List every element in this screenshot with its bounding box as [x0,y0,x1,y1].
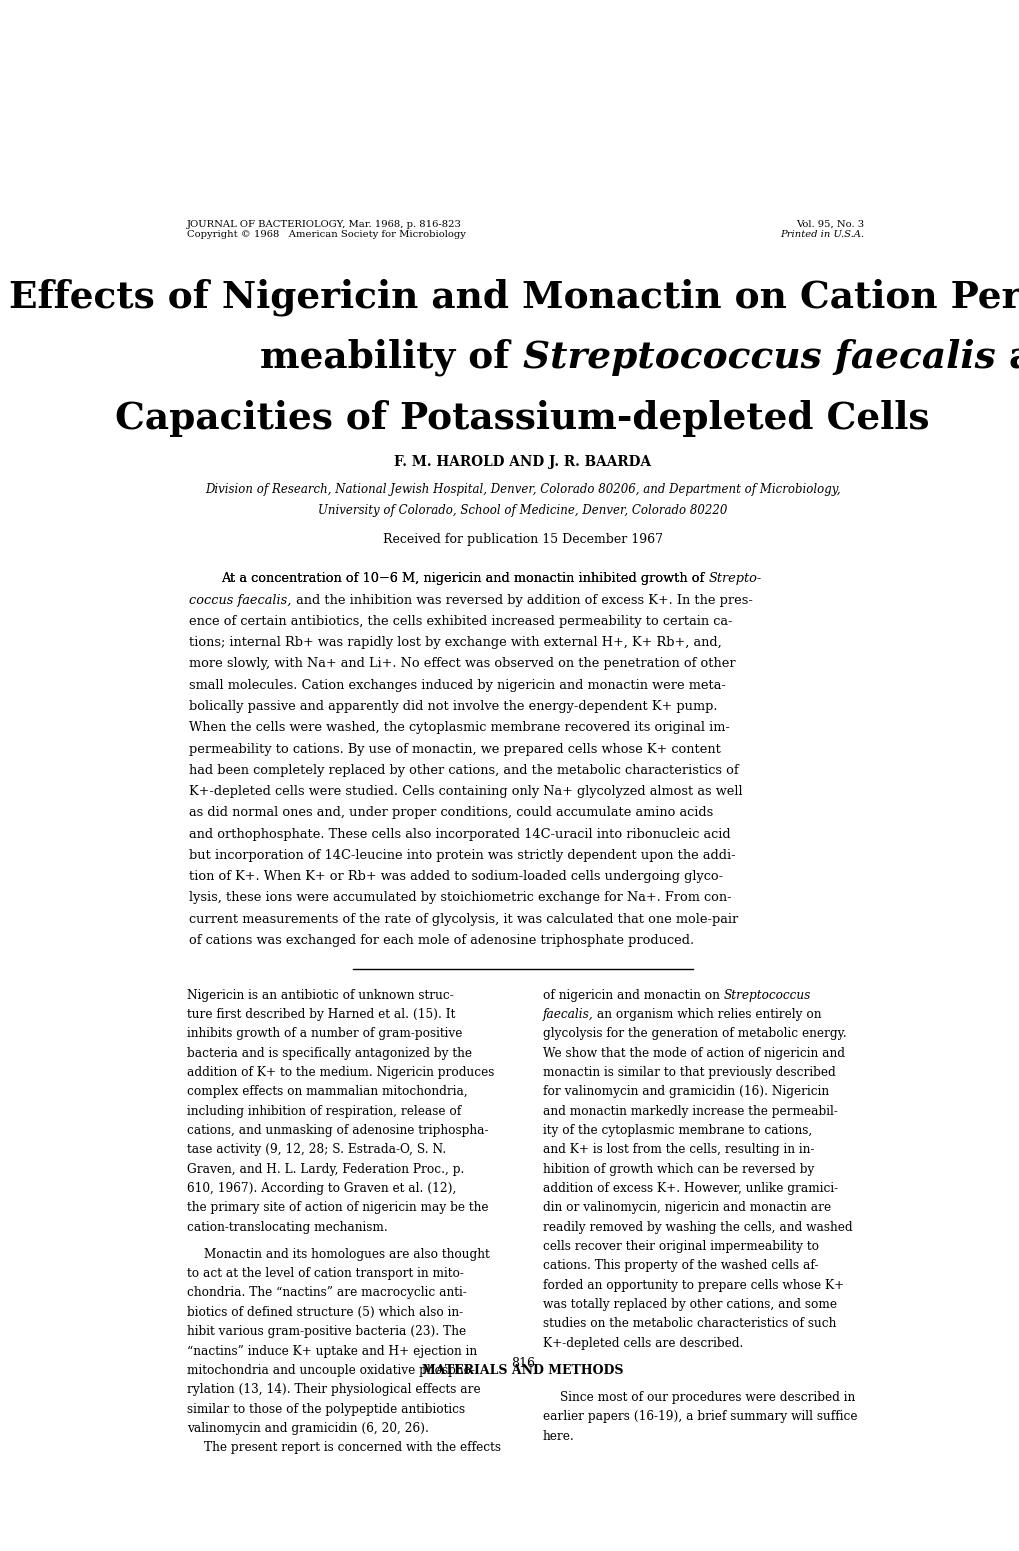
Text: and monactin markedly increase the permeabil-: and monactin markedly increase the perme… [542,1104,837,1118]
Text: permeability to cations. By use of monactin, we prepared cells whose K+ content: permeability to cations. By use of monac… [189,743,720,755]
Text: When the cells were washed, the cytoplasmic membrane recovered its original im-: When the cells were washed, the cytoplas… [189,721,730,734]
Text: Effects of Nigericin and Monactin on Cation Per-: Effects of Nigericin and Monactin on Cat… [9,278,1019,315]
Text: readily removed by washing the cells, and washed: readily removed by washing the cells, an… [542,1221,851,1233]
Text: The present report is concerned with the effects: The present report is concerned with the… [204,1441,500,1455]
Text: cations. This property of the washed cells af-: cations. This property of the washed cel… [542,1259,817,1272]
Text: and Metabolic: and Metabolic [995,340,1019,375]
Text: “nactins” induce K+ uptake and H+ ejection in: “nactins” induce K+ uptake and H+ ejecti… [186,1345,477,1357]
Text: ture first described by Harned et al. (15). It: ture first described by Harned et al. (1… [186,1008,454,1021]
Text: similar to those of the polypeptide antibiotics: similar to those of the polypeptide anti… [186,1402,465,1416]
Text: forded an opportunity to prepare cells whose K+: forded an opportunity to prepare cells w… [542,1278,843,1292]
Text: current measurements of the rate of glycolysis, it was calculated that one mole-: current measurements of the rate of glyc… [189,912,738,926]
Text: 816: 816 [511,1357,534,1370]
Text: Streptococcus: Streptococcus [722,988,810,1002]
Text: earlier papers (16-19), a brief summary will suffice: earlier papers (16-19), a brief summary … [542,1410,856,1424]
Text: Monactin and its homologues are also thought: Monactin and its homologues are also tho… [204,1249,489,1261]
Text: ence of certain antibiotics, the cells exhibited increased permeability to certa: ence of certain antibiotics, the cells e… [189,616,732,628]
Text: Division of Research, National Jewish Hospital, Denver, Colorado 80206, and Depa: Division of Research, National Jewish Ho… [205,484,840,496]
Text: inhibits growth of a number of gram-positive: inhibits growth of a number of gram-posi… [186,1027,462,1041]
Text: of nigericin and monactin on: of nigericin and monactin on [542,988,722,1002]
Text: meability of: meability of [260,340,522,377]
Text: lysis, these ions were accumulated by stoichiometric exchange for Na+. From con-: lysis, these ions were accumulated by st… [189,892,731,904]
Text: valinomycin and gramicidin (6, 20, 26).: valinomycin and gramicidin (6, 20, 26). [186,1422,428,1435]
Text: coccus faecalis,: coccus faecalis, [189,594,291,606]
Text: was totally replaced by other cations, and some: was totally replaced by other cations, a… [542,1298,836,1311]
Text: K+-depleted cells are described.: K+-depleted cells are described. [542,1337,742,1349]
Text: studies on the metabolic characteristics of such: studies on the metabolic characteristics… [542,1317,835,1331]
Text: tions; internal Rb+ was rapidly lost by exchange with external H+, K+ Rb+, and,: tions; internal Rb+ was rapidly lost by … [189,636,721,650]
Text: At a concentration of 10−6 M, nigericin and monactin inhibited growth of: At a concentration of 10−6 M, nigericin … [220,572,707,585]
Text: mitochondria and uncouple oxidative phospho-: mitochondria and uncouple oxidative phos… [186,1363,474,1377]
Text: cells recover their original impermeability to: cells recover their original impermeabil… [542,1241,817,1253]
Text: biotics of defined structure (5) which also in-: biotics of defined structure (5) which a… [186,1306,463,1318]
Text: glycolysis for the generation of metabolic energy.: glycolysis for the generation of metabol… [542,1027,846,1041]
Text: small molecules. Cation exchanges induced by nigericin and monactin were meta-: small molecules. Cation exchanges induce… [189,679,726,692]
Text: bacteria and is specifically antagonized by the: bacteria and is specifically antagonized… [186,1047,472,1059]
Text: tion of K+. When K+ or Rb+ was added to sodium-loaded cells undergoing glyco-: tion of K+. When K+ or Rb+ was added to … [189,870,722,883]
Text: Graven, and H. L. Lardy, Federation Proc., p.: Graven, and H. L. Lardy, Federation Proc… [186,1163,464,1176]
Text: At a concentration of 10−6 M, nigericin and monactin inhibited growth of: At a concentration of 10−6 M, nigericin … [220,572,707,585]
Text: We show that the mode of action of nigericin and: We show that the mode of action of niger… [542,1047,844,1059]
Text: F. M. HAROLD AND J. R. BAARDA: F. M. HAROLD AND J. R. BAARDA [393,454,651,468]
Text: addition of excess K+. However, unlike gramici-: addition of excess K+. However, unlike g… [542,1182,837,1194]
Text: more slowly, with Na+ and Li+. No effect was observed on the penetration of othe: more slowly, with Na+ and Li+. No effect… [189,658,735,670]
Text: Printed in U.S.A.: Printed in U.S.A. [780,230,863,239]
Text: and K+ is lost from the cells, resulting in in-: and K+ is lost from the cells, resulting… [542,1143,813,1157]
Text: JOURNAL OF BACTERIOLOGY, Mar. 1968, p. 816-823: JOURNAL OF BACTERIOLOGY, Mar. 1968, p. 8… [186,220,462,230]
Text: monactin is similar to that previously described: monactin is similar to that previously d… [542,1066,835,1079]
Text: and orthophosphate. These cells also incorporated 14C-uracil into ribonucleic ac: and orthophosphate. These cells also inc… [189,828,730,841]
Text: rylation (13, 14). Their physiological effects are: rylation (13, 14). Their physiological e… [186,1383,480,1396]
Text: here.: here. [542,1430,574,1442]
Text: Nigericin is an antibiotic of unknown struc-: Nigericin is an antibiotic of unknown st… [186,988,453,1002]
Text: Capacities of Potassium-depleted Cells: Capacities of Potassium-depleted Cells [115,400,929,437]
Text: of cations was exchanged for each mole of adenosine triphosphate produced.: of cations was exchanged for each mole o… [189,934,694,946]
Text: an organism which relies entirely on: an organism which relies entirely on [593,1008,821,1021]
Text: hibition of growth which can be reversed by: hibition of growth which can be reversed… [542,1163,813,1176]
Text: to act at the level of cation transport in mito-: to act at the level of cation transport … [186,1267,464,1280]
Text: Received for publication 15 December 1967: Received for publication 15 December 196… [382,534,662,546]
Text: Since most of our procedures were described in: Since most of our procedures were descri… [559,1391,854,1404]
Text: ity of the cytoplasmic membrane to cations,: ity of the cytoplasmic membrane to catio… [542,1124,811,1137]
Text: Streptococcus faecalis: Streptococcus faecalis [522,340,995,375]
Text: the primary site of action of nigericin may be the: the primary site of action of nigericin … [186,1202,488,1214]
Text: Strepto-: Strepto- [707,572,760,585]
Text: but incorporation of 14C-leucine into protein was strictly dependent upon the ad: but incorporation of 14C-leucine into pr… [189,848,735,862]
Text: Copyright © 1968   American Society for Microbiology: Copyright © 1968 American Society for Mi… [186,230,466,239]
Text: tase activity (9, 12, 28; S. Estrada-O, S. N.: tase activity (9, 12, 28; S. Estrada-O, … [186,1143,445,1157]
Text: including inhibition of respiration, release of: including inhibition of respiration, rel… [186,1104,461,1118]
Text: Vol. 95, No. 3: Vol. 95, No. 3 [796,220,863,230]
Text: as did normal ones and, under proper conditions, could accumulate amino acids: as did normal ones and, under proper con… [189,807,712,819]
Text: faecalis,: faecalis, [542,1008,593,1021]
Text: MATERIALS AND METHODS: MATERIALS AND METHODS [422,1363,623,1377]
Text: had been completely replaced by other cations, and the metabolic characteristics: had been completely replaced by other ca… [189,763,738,777]
Text: University of Colorado, School of Medicine, Denver, Colorado 80220: University of Colorado, School of Medici… [318,504,727,518]
Text: hibit various gram-positive bacteria (23). The: hibit various gram-positive bacteria (23… [186,1325,466,1339]
Text: K+-depleted cells were studied. Cells containing only Na+ glycolyzed almost as w: K+-depleted cells were studied. Cells co… [189,785,742,799]
Text: cations, and unmasking of adenosine triphospha-: cations, and unmasking of adenosine trip… [186,1124,488,1137]
Text: din or valinomycin, nigericin and monactin are: din or valinomycin, nigericin and monact… [542,1202,829,1214]
Text: bolically passive and apparently did not involve the energy-dependent K+ pump.: bolically passive and apparently did not… [189,700,717,713]
Text: cation-translocating mechanism.: cation-translocating mechanism. [186,1221,387,1233]
Text: and the inhibition was reversed by addition of excess K+. In the pres-: and the inhibition was reversed by addit… [291,594,752,606]
Text: complex effects on mammalian mitochondria,: complex effects on mammalian mitochondri… [186,1086,467,1098]
Text: 610, 1967). According to Graven et al. (12),: 610, 1967). According to Graven et al. (… [186,1182,455,1194]
Text: for valinomycin and gramicidin (16). Nigericin: for valinomycin and gramicidin (16). Nig… [542,1086,827,1098]
Text: addition of K+ to the medium. Nigericin produces: addition of K+ to the medium. Nigericin … [186,1066,493,1079]
Text: chondria. The “nactins” are macrocyclic anti-: chondria. The “nactins” are macrocyclic … [186,1286,466,1300]
